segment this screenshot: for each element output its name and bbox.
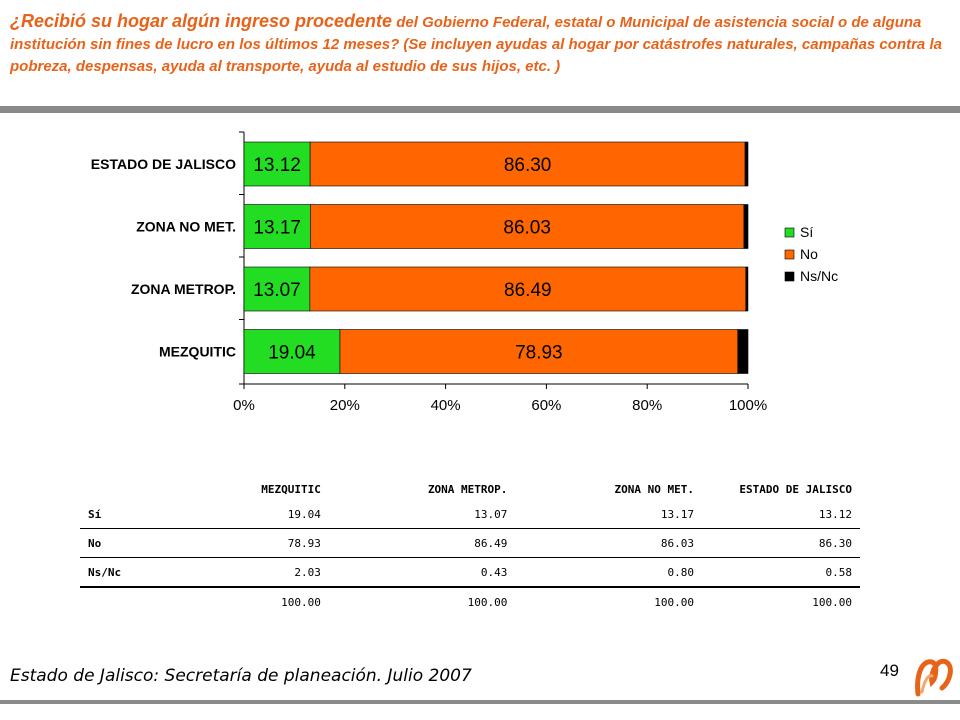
table-cell: 13.17: [515, 500, 702, 529]
table-cell: 19.04: [184, 500, 329, 529]
bar-segment: [339, 329, 739, 374]
legend-label: No: [800, 246, 818, 262]
data-label: 13.07: [253, 280, 301, 301]
table-header-cell: [80, 462, 185, 500]
bar-segment: [243, 329, 341, 374]
bar-segment: [309, 141, 746, 187]
table-cell: 86.03: [515, 528, 702, 558]
table-row-total: 100.00 100.00 100.00 100.00: [80, 587, 860, 616]
data-label: 19.04: [268, 343, 316, 364]
bar-segment: [243, 141, 311, 187]
category-label: ZONA NO MET.: [136, 219, 236, 235]
title-rest: del Gobierno Federal, estatal o Municipa…: [10, 14, 942, 75]
category-label: ESTADO DE JALISCO: [91, 156, 236, 172]
data-label: 86.49: [504, 280, 552, 301]
data-label: 86.03: [503, 218, 551, 239]
data-label: 78.93: [515, 343, 563, 364]
data-label: 13.17: [253, 218, 301, 239]
legend-swatch: [784, 271, 795, 282]
table-cell: 0.43: [328, 557, 516, 588]
x-tick-label: 100%: [729, 397, 767, 414]
legend-swatch: [784, 227, 795, 238]
bar-segment: [737, 329, 749, 374]
table-row: No 78.93 86.49 86.03 86.30: [80, 528, 860, 558]
table-cell: 86.30: [702, 528, 860, 558]
x-tick-label: 0%: [233, 397, 255, 414]
table-header-cell: ZONA METROP.: [427, 483, 508, 496]
table-header-cell: MEZQUITIC: [261, 483, 321, 496]
table-cell: 100.00: [654, 595, 694, 609]
bar-segment: [744, 141, 749, 187]
x-tick-label: 40%: [431, 397, 461, 414]
top-rule: [0, 106, 960, 113]
data-label: 13.12: [253, 155, 301, 176]
table-header-cell: ZONA NO MET.: [614, 483, 694, 496]
bottom-rule: [0, 700, 960, 704]
table-cell: 86.49: [328, 528, 516, 558]
table-cell: 0.58: [702, 557, 860, 588]
row-label: Sí: [80, 500, 185, 529]
category-label: MEZQUITIC: [159, 344, 236, 360]
table-cell: 100.00: [281, 595, 321, 609]
row-label: [80, 587, 185, 616]
table-cell: 13.07: [328, 500, 516, 529]
x-tick-label: 80%: [632, 397, 662, 414]
stacked-bar-chart: 0% 20% 40% 60% 80% 100% 13.12 86.30 ESTADO DE JA…: [91, 131, 838, 414]
table-cell: 100.00: [467, 595, 508, 609]
table-cell: 13.12: [702, 500, 860, 529]
bar-segment: [243, 204, 311, 249]
table-cell: 100.00: [812, 595, 852, 609]
row-label: Ns/Nc: [80, 557, 185, 588]
title-lead: ¿Recibió su hogar algún ingreso proceden…: [10, 11, 393, 31]
data-label: 86.30: [504, 155, 552, 176]
row-label: No: [80, 528, 185, 558]
table-cell: 0.80: [515, 557, 702, 588]
table-header-cell: ESTADO DE JALISCO: [739, 483, 852, 496]
bar-segment: [743, 204, 749, 249]
institution-logo-icon: [915, 658, 953, 697]
table-cell: 2.03: [184, 557, 329, 588]
bar-segment: [309, 266, 747, 312]
legend-label: Ns/Nc: [800, 268, 838, 284]
table-row: Sí 19.04 13.07 13.17 13.12: [80, 500, 860, 529]
source-note: Estado de Jalisco: Secretaría de planeac…: [10, 666, 472, 686]
slide-title: ¿Recibió su hogar algún ingreso proceden…: [10, 10, 950, 78]
table-cell: 78.93: [184, 528, 329, 558]
legend-label: Sí: [800, 224, 813, 240]
x-tick-label: 20%: [330, 397, 360, 414]
legend-swatch: [784, 249, 795, 260]
bar-segment: [745, 266, 749, 312]
page-number: 49: [880, 661, 899, 680]
data-table: MEZQUITIC ZONA METROP. ZONA NO MET. ESTA…: [80, 462, 860, 616]
table-row: Ns/Nc 2.03 0.43 0.80 0.58: [80, 557, 860, 588]
x-tick-label: 60%: [531, 397, 561, 414]
category-label: ZONA METROP.: [131, 281, 236, 297]
bar-segment: [310, 204, 745, 249]
